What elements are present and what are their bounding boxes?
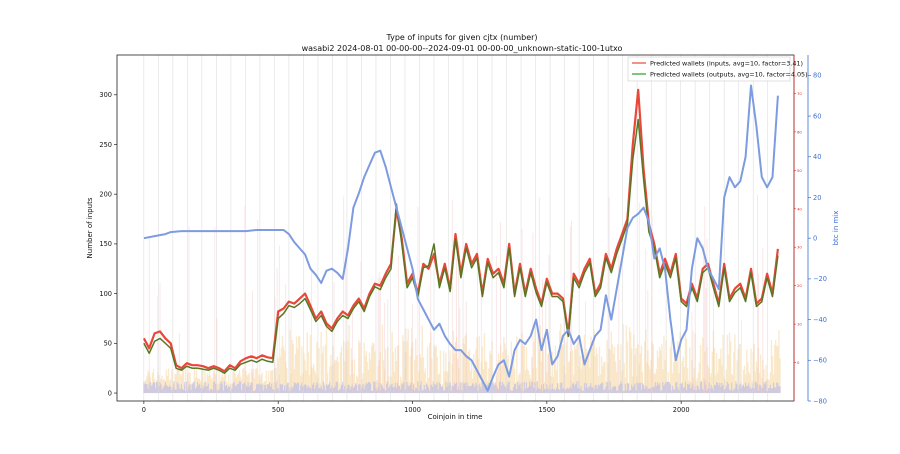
y-left-tick-label: 300 [99, 91, 112, 99]
y-right-axis-label: btc in mix [832, 211, 840, 246]
x-tick-label: 500 [272, 406, 285, 414]
red-axis-tick-label: 10 [797, 322, 802, 327]
y-right-tick-label: 20 [813, 194, 821, 202]
y-left-tick-label: 0 [108, 389, 112, 397]
legend: Predicted wallets (inputs, avg=10, facto… [627, 56, 808, 82]
x-tick-label: 0 [142, 406, 146, 414]
legend-label-outputs: Predicted wallets (outputs, avg=10, fact… [650, 71, 808, 79]
x-axis-label: Coinjoin in time [428, 413, 483, 421]
y-right-tick-label: 40 [813, 153, 821, 161]
y-right-tick-label: −40 [813, 316, 827, 324]
y-right-tick-label: −80 [813, 397, 827, 405]
series-line-btc-in-mix [143, 84, 779, 392]
chart-title: Type of inputs for given cjtx (number) [385, 33, 537, 42]
y-right-axis-ticks: −80 −60 −40 −20 0 20 40 60 80 [808, 72, 827, 405]
x-tick-label: 1500 [538, 406, 555, 414]
legend-box [627, 56, 791, 82]
y-left-tick-label: 250 [99, 141, 112, 149]
red-axis-tick-label: 50 [797, 168, 802, 173]
red-axis-tick-label: 40 [797, 206, 802, 211]
red-axis-tick-label: 20 [797, 283, 802, 288]
red-axis-tick-label: 30 [797, 245, 802, 250]
y-left-tick-label: 200 [99, 190, 112, 198]
series-lines [142, 84, 779, 392]
red-axis-tick-label: 0 [797, 360, 800, 365]
y-left-axis-label: Number of inputs [86, 197, 94, 258]
series-line-outputs-core [143, 119, 779, 374]
y-left-axis-ticks: 0 50 100 150 200 250 300 [99, 91, 117, 397]
y-right-tick-label: 60 [813, 112, 821, 120]
y-left-tick-label: 100 [99, 290, 112, 298]
y-left-tick-label: 50 [104, 340, 112, 348]
y-right-tick-label: −60 [813, 357, 827, 365]
y-right-tick-label: 0 [813, 234, 817, 242]
x-tick-label: 2000 [673, 406, 690, 414]
y-right-tick-label: −20 [813, 275, 827, 283]
red-axis-ticks: 0 10 20 30 40 50 60 70 [794, 91, 802, 365]
background-bars [143, 194, 781, 394]
chart-subtitle: wasabi2 2024-08-01 00-00-00--2024-09-01 … [302, 44, 623, 53]
y-left-tick-label: 150 [99, 240, 112, 248]
x-axis-ticks: 0 500 1000 1500 2000 [142, 401, 690, 414]
y-right-tick-label: 80 [813, 72, 821, 80]
red-axis-tick-label: 70 [797, 91, 802, 96]
x-tick-label: 1000 [404, 406, 421, 414]
red-axis-tick-label: 60 [797, 129, 802, 134]
legend-label-inputs: Predicted wallets (inputs, avg=10, facto… [650, 60, 803, 68]
